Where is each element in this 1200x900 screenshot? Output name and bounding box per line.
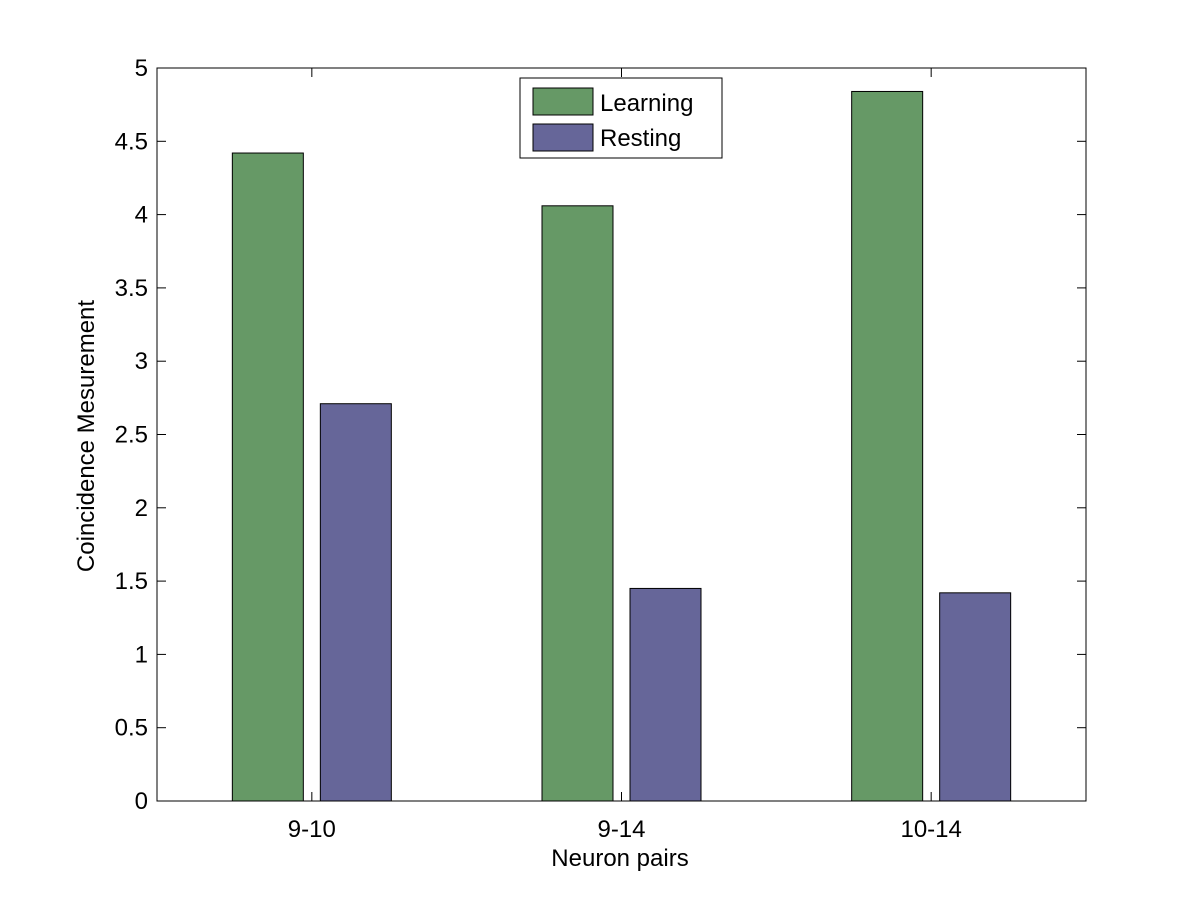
bar-resting-10-14 — [939, 592, 1012, 802]
legend-label-resting: Resting — [600, 125, 681, 152]
y-tick-label: 1 — [135, 641, 148, 668]
y-tick-label: 4 — [135, 202, 148, 229]
legend-swatch-learning — [532, 87, 594, 116]
y-tick-label: 3 — [135, 348, 148, 375]
y-tick-label: 5 — [135, 55, 148, 82]
plot-area — [157, 68, 1086, 801]
y-tick-label: 2 — [135, 495, 148, 522]
y-tick-label: 2.5 — [115, 422, 148, 449]
legend-label-learning: Learning — [600, 90, 693, 117]
legend: Learning Resting — [519, 77, 723, 159]
plot-frame — [156, 67, 1087, 802]
bar-learning-10-14 — [851, 90, 924, 802]
bars-group — [231, 90, 1012, 802]
bar-resting-9-10 — [319, 403, 392, 802]
y-tick-label: 0.5 — [115, 715, 148, 742]
tick-labels-group: 9-10 9-14 10-14 0 0.5 1 1.5 2 2.5 3 3.5 4 4.5 5 — [115, 55, 962, 843]
y-tick-label: 0 — [135, 788, 148, 815]
legend-swatch-resting — [532, 123, 594, 152]
y-tick-label: 1.5 — [115, 568, 148, 595]
bar-learning-9-14 — [541, 205, 614, 802]
y-axis-label: Coincidence Mesurement — [73, 300, 100, 572]
bar-resting-9-14 — [629, 587, 702, 802]
y-tick-label: 4.5 — [115, 128, 148, 155]
x-tick-label: 9-14 — [597, 816, 645, 843]
x-tick-label: 10-14 — [900, 816, 961, 843]
x-tick-label: 9-10 — [288, 816, 336, 843]
bar-learning-9-10 — [231, 152, 304, 802]
y-tick-label: 3.5 — [115, 275, 148, 302]
x-axis-label: Neuron pairs — [551, 845, 688, 872]
